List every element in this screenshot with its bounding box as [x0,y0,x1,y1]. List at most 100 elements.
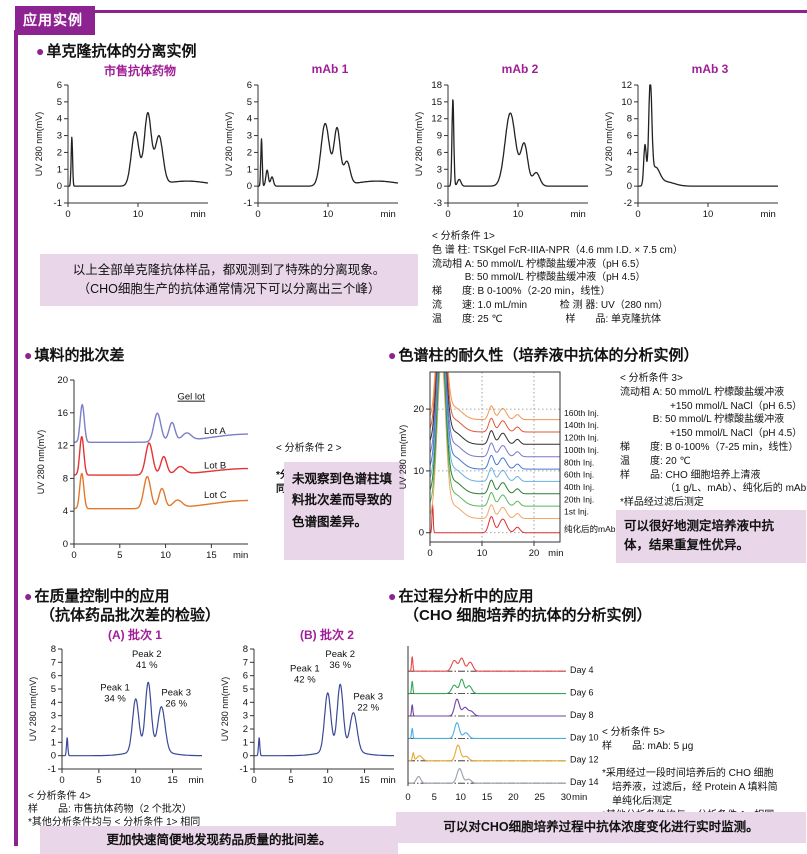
svg-text:4: 4 [57,114,62,125]
svg-text:Day 6: Day 6 [570,687,594,697]
svg-text:UV 280 nm(mV): UV 280 nm(mV) [414,112,424,177]
svg-text:6: 6 [243,671,248,682]
svg-text:-1: -1 [244,198,252,209]
svg-text:25: 25 [534,792,545,803]
svg-text:60th Inj.: 60th Inj. [564,470,594,480]
svg-text:0: 0 [445,209,450,220]
svg-text:4: 4 [243,697,248,708]
svg-text:40th Inj.: 40th Inj. [564,482,594,492]
svg-text:8: 8 [51,644,56,655]
svg-text:UV 280 nm(mV): UV 280 nm(mV) [220,677,230,742]
svg-text:10: 10 [130,775,141,786]
analysis-conditions-4: < 分析条件 4> 样 品: 市售抗体药物（2 个批次） *其他分析条件均与 <… [28,791,201,828]
svg-text:3: 3 [51,711,56,722]
svg-text:15: 15 [482,792,493,803]
svg-text:min: min [233,550,248,561]
bullet-icon: ● [24,347,33,363]
svg-text:Day 12: Day 12 [570,755,599,765]
svg-text:10: 10 [322,775,333,786]
svg-text:Day 14: Day 14 [570,777,599,787]
svg-text:min: min [380,775,395,786]
svg-text:3: 3 [243,711,248,722]
svg-text:0: 0 [71,550,76,561]
svg-text:5: 5 [96,775,101,786]
svg-text:0: 0 [63,539,68,550]
svg-text:4: 4 [627,147,632,158]
svg-text:UV 280 nm(mV): UV 280 nm(mV) [28,677,38,742]
svg-text:10: 10 [160,550,171,561]
section-5-title-line2: （CHO 细胞培养的抗体的分析实例） [404,606,652,624]
svg-text:4: 4 [247,114,252,125]
svg-text:26 %: 26 % [165,699,187,710]
svg-text:Peak 1: Peak 1 [100,682,130,693]
svg-text:160th Inj.: 160th Inj. [564,408,599,418]
analysis-conditions-5: < 分析条件 5> 样 品: mAb: 5 μg *采用经过一段时间培养后的 C… [602,727,778,821]
durability-chart: 0 10 20 min 0 10 20 UV 280 nm(mV) 160th Inj. 140t… [398,371,616,559]
svg-text:0: 0 [405,792,410,803]
svg-text:Peak 1: Peak 1 [290,664,320,675]
note-box-durability-text: 可以很好地测定培养液中抗体，结果重复性优异。 [624,519,775,553]
svg-text:0: 0 [255,209,260,220]
svg-text:2: 2 [57,147,62,158]
section-5-heading: ● 在过程分析中的应用 （CHO 细胞培养的抗体的分析实例） [388,588,652,626]
bullet-icon: ● [388,588,397,604]
svg-text:6: 6 [247,80,252,91]
section-1-heading: ● 单克隆抗体的分离实例 [36,43,196,62]
analysis-conditions-3: < 分析条件 3> 流动相 A: 50 mmol/L 柠檬酸盐缓冲液 +150 … [620,373,807,522]
svg-text:0: 0 [251,775,256,786]
svg-text:1: 1 [243,737,248,748]
svg-text:7: 7 [51,657,56,668]
section-4-heading: ● 在质量控制中的应用 （抗体药品批次差的检验） [24,588,220,626]
svg-text:min: min [381,209,396,220]
svg-text:min: min [571,209,586,220]
left-divider [14,30,18,846]
svg-text:-1: -1 [54,198,62,209]
svg-text:min: min [188,775,203,786]
svg-text:20th Inj.: 20th Inj. [564,494,594,504]
svg-text:Lot C: Lot C [204,490,227,501]
section-3-title: 色谱柱的耐久性（培养液中抗体的分析实例） [398,347,699,364]
svg-text:12: 12 [57,441,68,452]
svg-text:6: 6 [627,131,632,142]
svg-text:Peak 2: Peak 2 [325,649,355,660]
svg-text:5: 5 [51,684,56,695]
qc-charts-row: (A) 批次 1 0 5 10 15 min 8 7 6 5 4 3 2 1 0 -1 UV 280 nm(m… [26,626,410,791]
section-3-heading: ● 色谱柱的耐久性（培养液中抗体的分析实例） [388,347,698,366]
chart-cell-commercial: 市售抗体药物 0 10 min 6 5 4 3 2 1 0 -1 UV 280 nm(mV) [32,62,222,225]
svg-text:UV 280 nm(mV): UV 280 nm(mV) [398,425,408,490]
chart-cell-batch2: (B) 批次 2 0 5 10 15 min 8 7 6 5 4 3 2 1 0 -1 UV 280 nm(m… [218,626,410,791]
svg-text:-1: -1 [48,764,56,775]
svg-text:0: 0 [419,528,424,539]
section-2-heading: ● 填料的批次差 [24,347,124,366]
svg-text:0: 0 [51,751,56,762]
svg-text:Gel lot: Gel lot [177,392,205,403]
svg-text:20: 20 [413,404,424,415]
chart-title-commercial: 市售抗体药物 [103,64,176,78]
section-4-title-line2: （抗体药品批次差的检验） [40,606,221,624]
svg-text:10: 10 [703,209,714,220]
note-box-gel-lot: 未观察到色谱柱填料批次差而导致的色谱图差异。 [284,462,404,560]
cho-culture-chart: 0 5 10 15 20 25 30 min Day 4 Day 6 Day 8 Day 10 Day … [405,646,599,803]
chart-cell-mab3: mAb 3 0 10 min 12 10 8 6 4 2 0 -2 UV 280 nm(mV) [602,62,792,225]
svg-text:1: 1 [247,164,252,175]
svg-text:5: 5 [288,775,293,786]
svg-text:5: 5 [247,97,252,108]
svg-text:6: 6 [437,147,442,158]
chart-title-mab3: mAb 3 [691,62,729,76]
svg-text:min: min [761,209,776,220]
svg-text:8: 8 [63,473,68,484]
svg-text:5: 5 [57,97,62,108]
svg-text:-1: -1 [240,764,248,775]
svg-text:5: 5 [117,550,122,561]
svg-text:12: 12 [621,80,632,91]
chart-cell-mab2: mAb 2 0 10 min 18 15 12 9 6 3 0 -3 UV 280 nm(mV) [412,62,602,225]
note-box-gel-lot-text: 未观察到色谱柱填料批次差而导致的色谱图差异。 [292,472,393,529]
svg-text:100th Inj.: 100th Inj. [564,445,599,455]
note-box-process-text: 可以对CHO细胞培养过程中抗体浓度变化进行实时监测。 [443,820,759,834]
svg-text:Peak 3: Peak 3 [353,692,383,703]
svg-text:22 %: 22 % [357,703,379,714]
svg-text:12: 12 [431,114,442,125]
